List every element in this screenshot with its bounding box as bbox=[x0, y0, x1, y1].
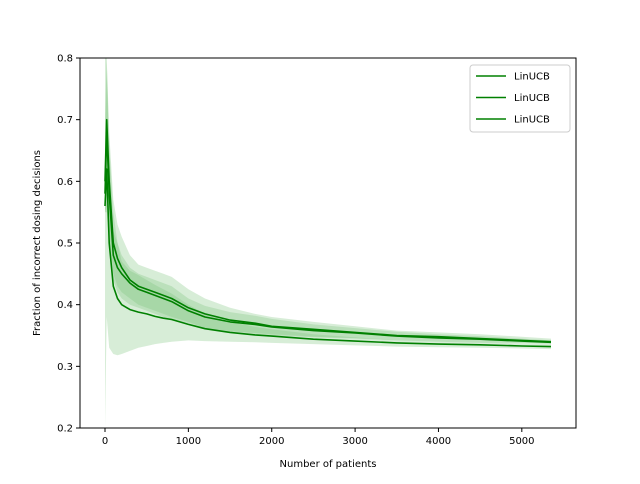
series-lines bbox=[104, 118, 552, 348]
legend: LinUCB LinUCB LinUCB bbox=[469, 64, 571, 133]
y-axis-ticks: 0.2 0.3 0.4 0.5 0.6 0.7 0.8 bbox=[57, 54, 80, 435]
y-tick-label: 0.7 bbox=[57, 115, 73, 126]
legend-box bbox=[469, 64, 571, 133]
y-tick-label: 0.4 bbox=[57, 300, 73, 311]
series-line-3 bbox=[104, 168, 552, 348]
legend-label-2: LinUCB bbox=[514, 93, 550, 104]
legend-label-1: LinUCB bbox=[514, 72, 550, 83]
y-tick-label: 0.6 bbox=[57, 177, 73, 188]
legend-label-3: LinUCB bbox=[514, 115, 550, 126]
confidence-bands bbox=[105, 58, 551, 428]
x-tick-label: 0 bbox=[102, 436, 108, 447]
y-tick-label: 0.5 bbox=[57, 239, 73, 250]
y-axis-label: Fraction of incorrect dosing decisions bbox=[32, 150, 43, 336]
confidence-band-3 bbox=[105, 58, 551, 428]
y-tick-label: 0.3 bbox=[57, 362, 73, 373]
x-tick-label: 1000 bbox=[176, 436, 201, 447]
x-axis-ticks: 0 1000 2000 3000 4000 5000 bbox=[102, 428, 535, 447]
y-tick-label: 0.2 bbox=[57, 424, 73, 435]
y-tick-label: 0.8 bbox=[57, 54, 73, 65]
x-tick-label: 4000 bbox=[426, 436, 451, 447]
x-axis-label: Number of patients bbox=[280, 459, 377, 470]
x-tick-label: 3000 bbox=[342, 436, 367, 447]
x-tick-label: 2000 bbox=[259, 436, 284, 447]
x-tick-label: 5000 bbox=[509, 436, 534, 447]
series-line-2 bbox=[104, 131, 552, 344]
